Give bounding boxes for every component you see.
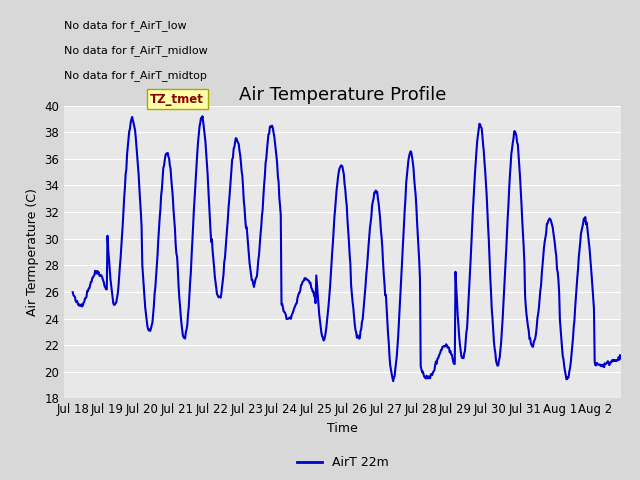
Text: No data for f_AirT_low: No data for f_AirT_low: [64, 20, 187, 31]
Y-axis label: Air Termperature (C): Air Termperature (C): [26, 188, 38, 316]
Text: No data for f_AirT_midtop: No data for f_AirT_midtop: [64, 70, 207, 81]
Legend: AirT 22m: AirT 22m: [292, 451, 393, 474]
Title: Air Temperature Profile: Air Temperature Profile: [239, 86, 446, 104]
Text: TZ_tmet: TZ_tmet: [150, 93, 204, 106]
Text: No data for f_AirT_midlow: No data for f_AirT_midlow: [64, 45, 208, 56]
X-axis label: Time: Time: [327, 422, 358, 435]
